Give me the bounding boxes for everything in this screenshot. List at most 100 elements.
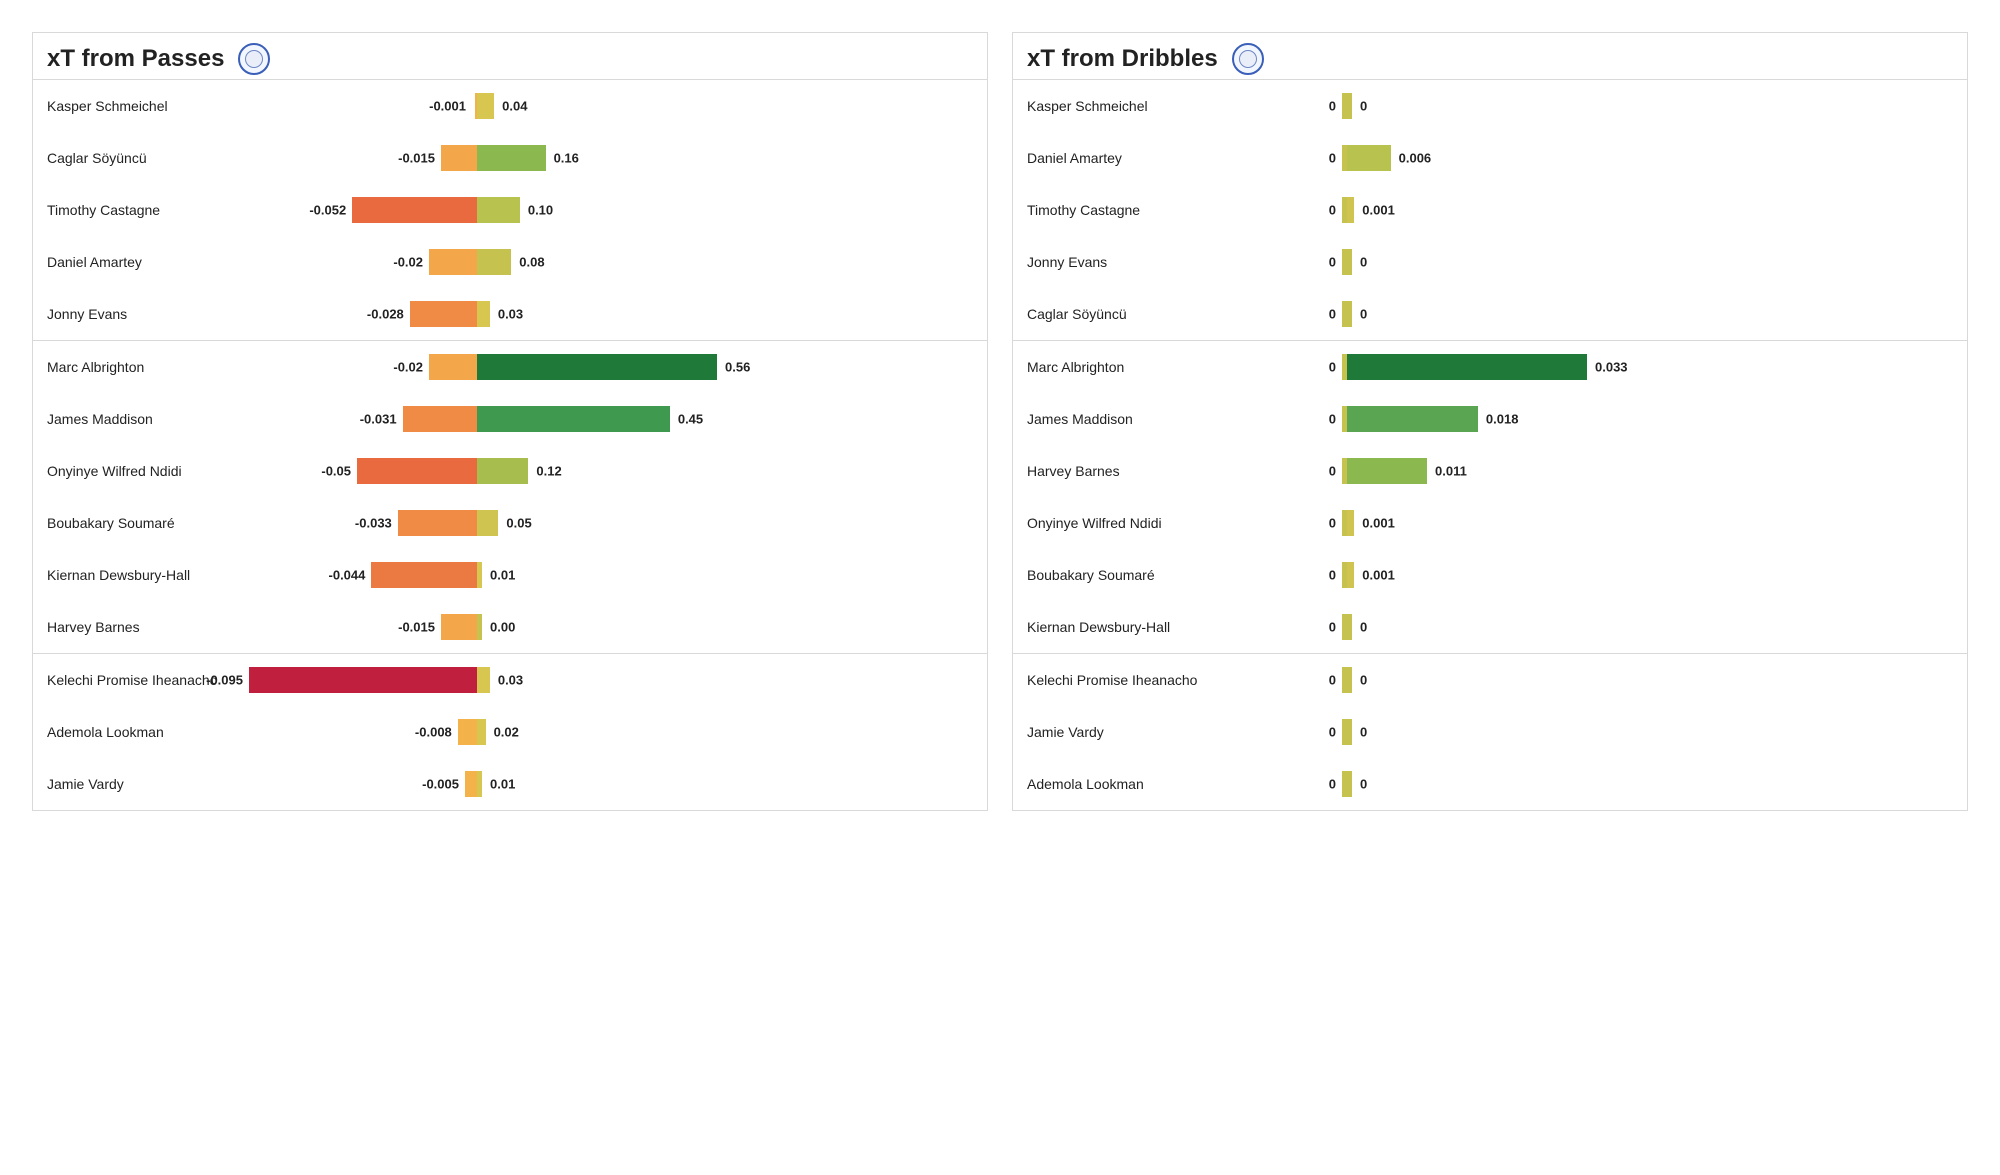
- neg-bar: [403, 406, 477, 432]
- neg-value-label: 0: [1329, 99, 1336, 114]
- player-row: Onyinye Wilfred Ndidi-0.050.12: [33, 445, 987, 497]
- pos-bar: [477, 406, 670, 432]
- pos-value-label: 0.05: [506, 516, 531, 531]
- player-row: Jamie Vardy-0.0050.01: [33, 758, 987, 810]
- row-chart: -0.0950.03: [237, 654, 987, 706]
- player-row: Caglar Söyüncü00: [1013, 288, 1967, 340]
- row-chart: 00.001: [1217, 549, 1967, 601]
- player-row: Caglar Söyüncü-0.0150.16: [33, 132, 987, 184]
- pos-value-label: 0: [1360, 307, 1367, 322]
- player-name: Onyinye Wilfred Ndidi: [33, 463, 237, 480]
- neg-value-label: 0: [1329, 255, 1336, 270]
- pos-value-label: 0.018: [1486, 412, 1519, 427]
- neg-bar: [429, 249, 477, 275]
- neg-value-label: 0: [1329, 673, 1336, 688]
- player-row: Onyinye Wilfred Ndidi00.001: [1013, 497, 1967, 549]
- neg-value-label: -0.02: [393, 360, 423, 375]
- pos-value-label: 0.03: [498, 307, 523, 322]
- player-row: Kelechi Promise Iheanacho-0.0950.03: [33, 654, 987, 706]
- row-chart: -0.020.08: [237, 236, 987, 288]
- player-name: Marc Albrighton: [33, 359, 237, 376]
- pos-bar: [1347, 145, 1391, 171]
- player-name: Marc Albrighton: [1013, 359, 1217, 376]
- player-row: Harvey Barnes00.011: [1013, 445, 1967, 497]
- pos-bar: [477, 197, 520, 223]
- player-row: Kasper Schmeichel-0.0010.04: [33, 80, 987, 132]
- pos-bar: [1347, 406, 1478, 432]
- pos-value-label: 0.03: [498, 673, 523, 688]
- pos-bar: [477, 719, 486, 745]
- row-chart: 00.018: [1217, 393, 1967, 445]
- neg-bar: [410, 301, 477, 327]
- player-name: Daniel Amartey: [33, 254, 237, 271]
- row-chart: -0.0150.00: [237, 601, 987, 653]
- player-row: Kasper Schmeichel00: [1013, 80, 1967, 132]
- pos-bar: [477, 562, 482, 588]
- pos-bar: [1347, 614, 1352, 640]
- player-row: Ademola Lookman-0.0080.02: [33, 706, 987, 758]
- player-name: Ademola Lookman: [1013, 776, 1217, 793]
- neg-bar: [357, 458, 477, 484]
- player-row: Kiernan Dewsbury-Hall00: [1013, 601, 1967, 653]
- player-row: Daniel Amartey00.006: [1013, 132, 1967, 184]
- panel-passes: xT from Passes Kasper Schmeichel-0.0010.…: [32, 32, 988, 811]
- player-row: Kiernan Dewsbury-Hall-0.0440.01: [33, 549, 987, 601]
- pos-value-label: 0.08: [519, 255, 544, 270]
- pos-value-label: 0.033: [1595, 360, 1628, 375]
- neg-value-label: 0: [1329, 203, 1336, 218]
- club-badge-icon: [238, 43, 270, 75]
- player-row: Jonny Evans00: [1013, 236, 1967, 288]
- neg-value-label: 0: [1329, 516, 1336, 531]
- pos-value-label: 0: [1360, 777, 1367, 792]
- row-chart: 00: [1217, 236, 1967, 288]
- player-row: Jonny Evans-0.0280.03: [33, 288, 987, 340]
- row-chart: -0.052 0.10: [237, 184, 987, 236]
- pos-bar: [1347, 301, 1352, 327]
- pos-value-label: 0: [1360, 620, 1367, 635]
- row-chart: 0 0.033: [1217, 341, 1967, 393]
- pos-value-label: 0.00: [490, 620, 515, 635]
- pos-bar: [1347, 719, 1352, 745]
- neg-value-label: 0: [1329, 568, 1336, 583]
- pos-bar: [477, 93, 494, 119]
- pos-value-label: 0.45: [678, 412, 703, 427]
- row-chart: -0.0010.04: [237, 80, 987, 132]
- player-row: Jamie Vardy00: [1013, 706, 1967, 758]
- pos-value-label: 0.01: [490, 777, 515, 792]
- player-name: Kiernan Dewsbury-Hall: [33, 567, 237, 584]
- pos-bar: [1347, 771, 1352, 797]
- player-name: Jonny Evans: [33, 306, 237, 323]
- panel-dribbles-body: Kasper Schmeichel00Daniel Amartey00.006T…: [1013, 80, 1967, 810]
- player-row: Timothy Castagne-0.0520.10: [33, 184, 987, 236]
- row-chart: 00.006: [1217, 132, 1967, 184]
- row-chart: -0.0310.45: [237, 393, 987, 445]
- pos-value-label: 0.001: [1362, 516, 1395, 531]
- row-chart: -0.0150.16: [237, 132, 987, 184]
- neg-bar: [458, 719, 477, 745]
- player-name: James Maddison: [33, 411, 237, 428]
- pos-value-label: 0: [1360, 725, 1367, 740]
- neg-value-label: 0: [1329, 307, 1336, 322]
- pos-bar: [1347, 667, 1352, 693]
- neg-value-label: -0.052: [309, 203, 346, 218]
- neg-bar: [371, 562, 477, 588]
- neg-value-label: 0: [1329, 620, 1336, 635]
- pos-bar: [1347, 93, 1352, 119]
- row-chart: -0.050.12: [237, 445, 987, 497]
- neg-value-label: 0: [1329, 777, 1336, 792]
- neg-value-label: -0.095: [206, 673, 243, 688]
- pos-value-label: 0.10: [528, 203, 553, 218]
- neg-value-label: -0.05: [321, 464, 351, 479]
- panel-passes-body: Kasper Schmeichel-0.0010.04Caglar Söyünc…: [33, 80, 987, 810]
- panel-dribbles-title: xT from Dribbles: [1027, 45, 1218, 73]
- row-chart: -0.0050.01: [237, 758, 987, 810]
- neg-value-label: 0: [1329, 360, 1336, 375]
- row-chart: 00: [1217, 706, 1967, 758]
- panel-passes-title: xT from Passes: [47, 45, 224, 73]
- neg-value-label: -0.044: [329, 568, 366, 583]
- player-row: Marc Albrighton 0 0.033: [1013, 341, 1967, 393]
- row-group: Kasper Schmeichel00Daniel Amartey00.006T…: [1013, 80, 1967, 341]
- neg-bar: [249, 667, 477, 693]
- pos-bar: [1347, 510, 1354, 536]
- row-chart: 00: [1217, 654, 1967, 706]
